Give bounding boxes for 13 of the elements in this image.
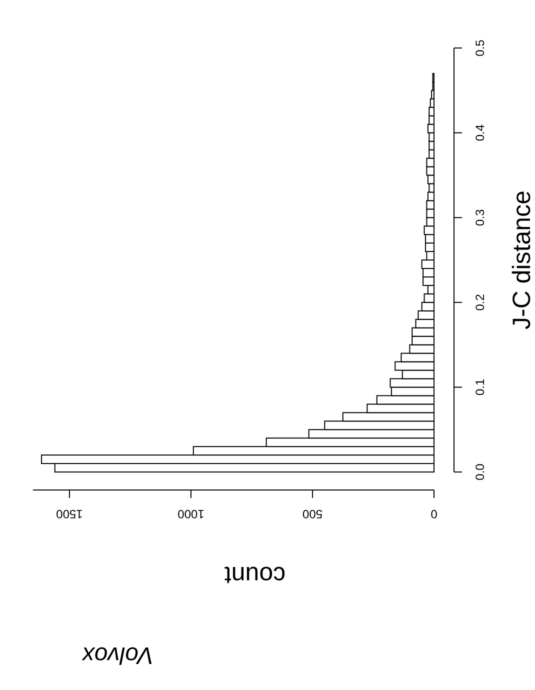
y-tick-label: 0.4 bbox=[473, 124, 487, 142]
y-tick-label: 0.2 bbox=[473, 294, 487, 311]
y-axis-title: J-C distance bbox=[508, 190, 535, 330]
x-tick-label: 1000 bbox=[177, 507, 204, 521]
x-tick-label: 0 bbox=[430, 507, 438, 521]
x-tick-label: 500 bbox=[302, 507, 322, 521]
y-tick-label: 0.5 bbox=[473, 39, 487, 56]
y-tick-label: 0.3 bbox=[473, 208, 487, 226]
x-axis-title: count bbox=[224, 561, 286, 589]
text: Volvox bbox=[81, 642, 154, 668]
x-tick-label: 1500 bbox=[56, 507, 83, 521]
y-tick-label: 0.0 bbox=[473, 463, 487, 480]
y-tick-label: 0.1 bbox=[473, 378, 487, 396]
